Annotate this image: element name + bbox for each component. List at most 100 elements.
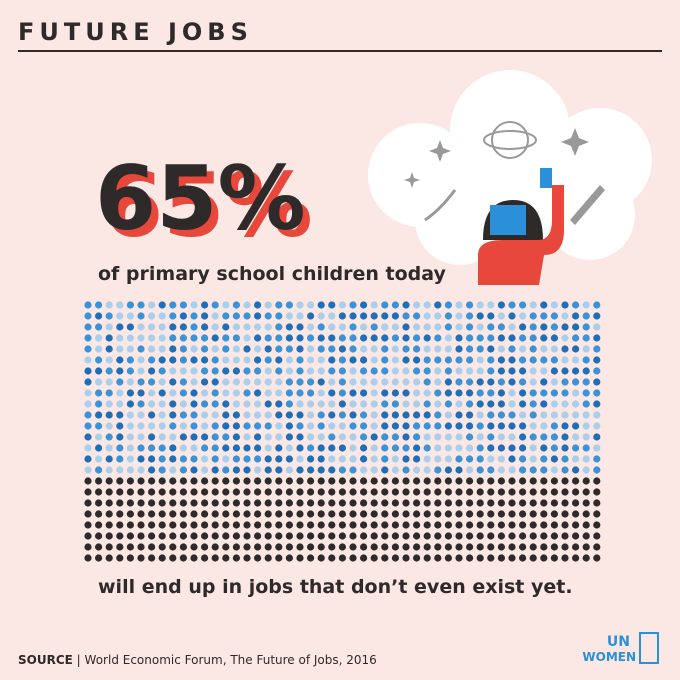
source: SOURCE | World Economic Forum, The Futur… <box>18 653 377 667</box>
dot <box>296 466 304 474</box>
dot <box>158 455 166 463</box>
dot <box>444 488 452 496</box>
dot <box>466 356 474 364</box>
dot <box>434 455 442 463</box>
dot <box>243 532 251 540</box>
dot <box>296 367 304 375</box>
dot <box>317 488 325 496</box>
dot <box>169 444 177 452</box>
dot <box>391 477 399 485</box>
dot <box>264 323 272 331</box>
dot <box>148 466 156 474</box>
dot <box>561 301 569 309</box>
dot <box>95 477 103 485</box>
dot <box>455 543 463 551</box>
dot <box>285 400 293 408</box>
dot <box>508 345 516 353</box>
dot <box>434 477 442 485</box>
dot <box>466 554 474 562</box>
dot <box>307 301 315 309</box>
dot <box>137 411 145 419</box>
dot <box>402 466 410 474</box>
dot <box>137 510 145 518</box>
dot <box>211 345 219 353</box>
dot <box>582 444 590 452</box>
dot <box>466 444 474 452</box>
dot <box>508 488 516 496</box>
dot <box>296 389 304 397</box>
dot <box>550 543 559 551</box>
dot <box>148 455 156 463</box>
dot <box>222 334 230 342</box>
dot <box>232 510 240 518</box>
dot <box>381 433 389 441</box>
dot <box>423 312 431 320</box>
dot <box>391 411 399 419</box>
dot <box>254 323 262 331</box>
dot <box>158 466 166 474</box>
dot <box>402 554 410 562</box>
dot <box>222 477 230 485</box>
dot <box>561 466 569 474</box>
dot <box>550 323 559 331</box>
dot <box>296 543 304 551</box>
dot <box>211 444 219 452</box>
dot <box>317 532 325 540</box>
dot <box>285 301 293 309</box>
dot <box>116 389 124 397</box>
dot <box>275 477 283 485</box>
dot <box>222 400 230 408</box>
dot <box>105 510 113 518</box>
dot <box>349 411 357 419</box>
dot <box>550 554 559 562</box>
dot <box>222 312 230 320</box>
dot <box>370 345 378 353</box>
dot <box>529 323 537 331</box>
dot <box>402 488 410 496</box>
dot <box>413 521 421 529</box>
dot <box>434 400 442 408</box>
dot <box>434 345 442 353</box>
dot <box>476 345 484 353</box>
dot <box>349 312 357 320</box>
dot <box>508 356 516 364</box>
dot <box>201 312 209 320</box>
dot <box>434 488 442 496</box>
dot <box>561 488 569 496</box>
dot <box>148 323 156 331</box>
dot <box>264 532 272 540</box>
dot <box>497 444 505 452</box>
dot <box>148 444 156 452</box>
dot <box>487 488 495 496</box>
dot <box>169 411 177 419</box>
dot <box>550 510 559 518</box>
dot <box>243 389 251 397</box>
dot <box>349 400 357 408</box>
dot <box>476 356 484 364</box>
dot <box>105 411 113 419</box>
dot <box>116 400 124 408</box>
dot <box>275 521 283 529</box>
dot <box>275 356 283 364</box>
dot <box>116 301 124 309</box>
dot <box>423 345 431 353</box>
dot <box>211 488 219 496</box>
dot <box>487 378 495 386</box>
dot <box>211 510 219 518</box>
dot <box>487 455 495 463</box>
dot <box>211 312 219 320</box>
dot <box>190 400 198 408</box>
dot <box>307 367 315 375</box>
dot <box>391 378 399 386</box>
dot <box>508 367 516 375</box>
dot <box>550 356 559 364</box>
dot <box>487 521 495 529</box>
dot <box>582 532 590 540</box>
dot <box>254 367 262 375</box>
dot <box>466 510 474 518</box>
dot <box>540 378 548 386</box>
dot <box>360 455 368 463</box>
dot <box>190 345 198 353</box>
dot <box>201 510 209 518</box>
dot <box>307 455 315 463</box>
